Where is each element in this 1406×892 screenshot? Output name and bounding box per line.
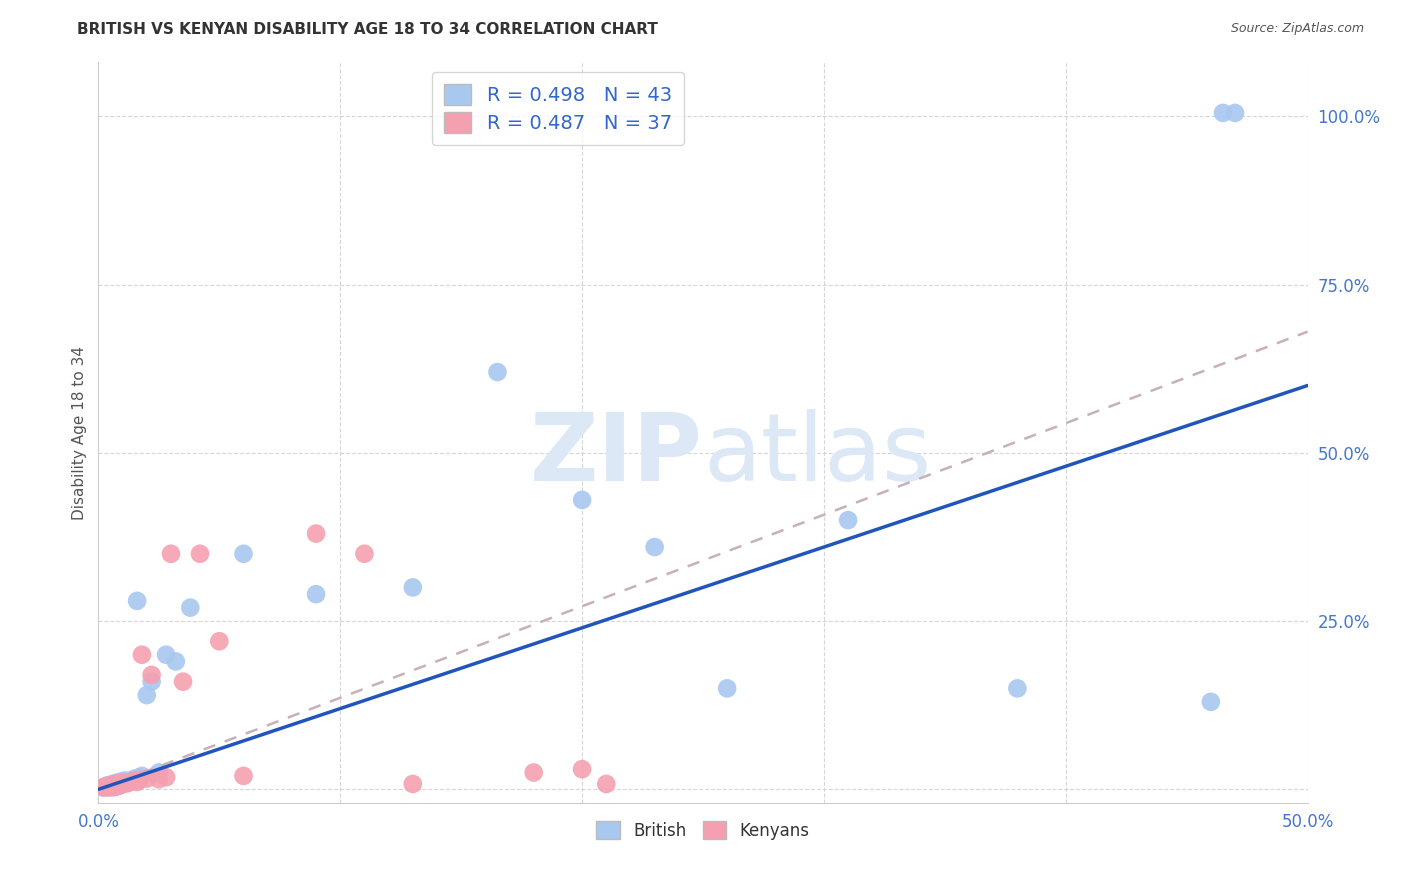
Point [127, 594, 149, 608]
Point [160, 547, 183, 561]
Point [148, 772, 170, 787]
Point [595, 777, 617, 791]
Point [128, 770, 150, 784]
Point [101, 778, 124, 792]
Point [100, 780, 122, 794]
Point [108, 778, 131, 792]
Point [155, 648, 177, 662]
Text: ZIP: ZIP [530, 409, 703, 500]
Point [135, 688, 157, 702]
Point [155, 770, 177, 784]
Point [114, 776, 136, 790]
Point [1199, 695, 1222, 709]
Point [305, 526, 328, 541]
Point [127, 775, 149, 789]
Point [107, 779, 129, 793]
Point [305, 587, 328, 601]
Point [111, 777, 134, 791]
Y-axis label: Disability Age 18 to 34: Disability Age 18 to 34 [72, 345, 87, 520]
Text: Source: ZipAtlas.com: Source: ZipAtlas.com [1230, 22, 1364, 36]
Point [188, 547, 211, 561]
Point [107, 775, 129, 789]
Legend: British, Kenyans: British, Kenyans [589, 814, 817, 847]
Point [97, 780, 120, 795]
Point [101, 779, 124, 793]
Point [486, 365, 509, 379]
Point [101, 780, 124, 795]
Point [141, 668, 163, 682]
Point [124, 772, 146, 786]
Point [571, 762, 593, 776]
Point [1223, 106, 1246, 120]
Point [108, 778, 131, 792]
Point [172, 674, 194, 689]
Point [104, 776, 127, 790]
Point [111, 774, 134, 789]
Text: atlas: atlas [703, 409, 931, 500]
Point [97, 779, 120, 793]
Point [644, 540, 666, 554]
Point [100, 778, 122, 792]
Point [716, 681, 738, 696]
Point [91, 780, 114, 795]
Point [107, 776, 129, 790]
Point [100, 780, 122, 794]
Point [571, 492, 593, 507]
Point [232, 769, 254, 783]
Point [523, 765, 546, 780]
Point [232, 547, 254, 561]
Point [1007, 681, 1029, 696]
Point [1212, 106, 1234, 120]
Point [121, 772, 143, 787]
Point [117, 776, 139, 790]
Point [208, 634, 231, 648]
Point [118, 775, 141, 789]
Point [111, 777, 134, 791]
Point [114, 773, 136, 788]
Point [118, 774, 141, 789]
Point [124, 773, 146, 788]
Point [114, 775, 136, 789]
Point [131, 769, 153, 783]
Text: BRITISH VS KENYAN DISABILITY AGE 18 TO 34 CORRELATION CHART: BRITISH VS KENYAN DISABILITY AGE 18 TO 3… [77, 22, 658, 37]
Point [94, 780, 117, 794]
Point [135, 772, 157, 786]
Point [100, 778, 122, 792]
Point [107, 778, 129, 792]
Point [353, 547, 375, 561]
Point [97, 780, 120, 795]
Point [94, 779, 117, 793]
Point [97, 778, 120, 792]
Point [121, 774, 143, 789]
Point [108, 775, 131, 789]
Point [165, 655, 187, 669]
Point [179, 600, 201, 615]
Point [148, 765, 170, 780]
Point [128, 772, 150, 787]
Point [104, 780, 127, 794]
Point [117, 775, 139, 789]
Point [141, 674, 163, 689]
Point [104, 780, 127, 794]
Point [402, 777, 425, 791]
Point [837, 513, 859, 527]
Point [131, 648, 153, 662]
Point [91, 780, 114, 795]
Point [101, 777, 124, 791]
Point [104, 777, 127, 791]
Point [402, 581, 425, 595]
